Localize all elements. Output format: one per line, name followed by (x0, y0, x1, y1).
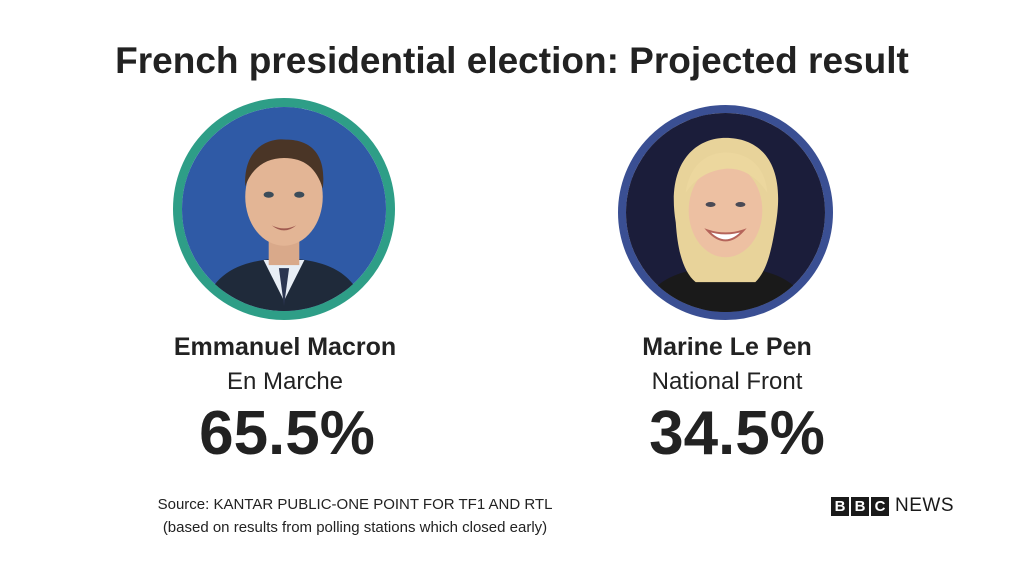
le-pen-photo-icon (626, 113, 825, 312)
logo-word-news: NEWS (895, 495, 954, 516)
logo-letter-c: C (871, 496, 889, 516)
candidate-party-macron: En Marche (226, 368, 344, 395)
macron-photo-icon (182, 107, 386, 311)
candidate-party-le-pen: National Front (651, 368, 803, 395)
headline-title: French presidential election: Projected … (115, 40, 909, 81)
logo-letter-b2: B (851, 496, 869, 516)
source-line: Source: KANTAR PUBLIC-ONE POINT FOR TF1 … (157, 496, 553, 513)
candidate-percent-macron: 65.5% (199, 399, 375, 468)
logo-letter-b1: B (831, 496, 849, 516)
bbc-news-logo: B B C NEWS (831, 495, 954, 516)
candidate-name-le-pen: Marine Le Pen (642, 333, 812, 361)
candidate-percent-le-pen: 34.5% (649, 399, 825, 468)
candidate-name-macron: Emmanuel Macron (173, 333, 397, 361)
macron-portrait (173, 98, 395, 320)
source-note: (based on results from polling stations … (162, 519, 548, 536)
le-pen-portrait (618, 105, 833, 320)
